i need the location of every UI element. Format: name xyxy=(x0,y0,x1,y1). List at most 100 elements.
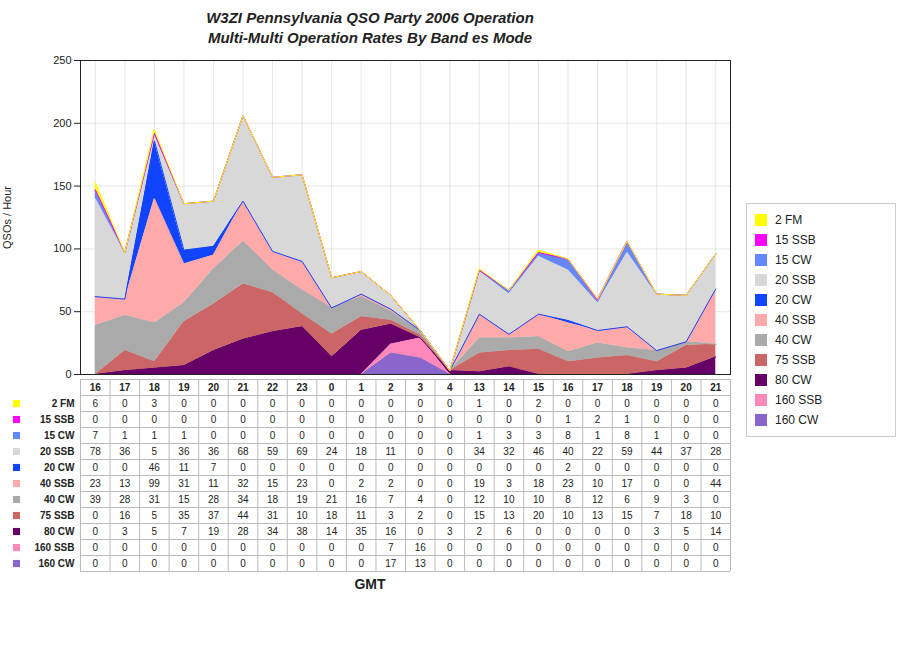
svg-text:23: 23 xyxy=(297,382,309,393)
svg-text:0: 0 xyxy=(270,462,276,473)
svg-text:1: 1 xyxy=(358,382,364,393)
svg-text:17: 17 xyxy=(119,382,131,393)
svg-text:14: 14 xyxy=(710,526,722,537)
svg-text:18: 18 xyxy=(326,510,338,521)
svg-text:0: 0 xyxy=(477,558,483,569)
svg-text:0: 0 xyxy=(240,542,246,553)
svg-text:3: 3 xyxy=(388,510,394,521)
svg-text:39: 39 xyxy=(90,494,102,505)
svg-text:18: 18 xyxy=(356,446,368,457)
svg-text:100: 100 xyxy=(53,242,71,254)
svg-text:23: 23 xyxy=(90,478,102,489)
svg-text:18: 18 xyxy=(681,510,693,521)
svg-text:0: 0 xyxy=(299,462,305,473)
svg-text:0: 0 xyxy=(683,430,689,441)
svg-text:0: 0 xyxy=(270,430,276,441)
svg-text:0: 0 xyxy=(417,462,423,473)
svg-text:16: 16 xyxy=(90,382,102,393)
svg-text:0: 0 xyxy=(683,414,689,425)
svg-text:6: 6 xyxy=(506,526,512,537)
svg-text:23: 23 xyxy=(297,478,309,489)
svg-text:0: 0 xyxy=(536,414,542,425)
svg-text:0: 0 xyxy=(181,414,187,425)
svg-text:22: 22 xyxy=(592,446,604,457)
svg-text:0: 0 xyxy=(211,430,217,441)
svg-text:1: 1 xyxy=(181,430,187,441)
svg-text:200: 200 xyxy=(53,117,71,129)
svg-text:0: 0 xyxy=(329,558,335,569)
svg-text:0: 0 xyxy=(595,542,601,553)
svg-text:0: 0 xyxy=(211,542,217,553)
svg-text:24: 24 xyxy=(326,446,338,457)
svg-text:19: 19 xyxy=(474,478,486,489)
svg-text:0: 0 xyxy=(417,526,423,537)
svg-text:13: 13 xyxy=(415,558,427,569)
svg-text:0: 0 xyxy=(122,398,128,409)
svg-text:6: 6 xyxy=(92,398,98,409)
svg-text:10: 10 xyxy=(592,478,604,489)
svg-text:10: 10 xyxy=(710,510,722,521)
svg-text:0: 0 xyxy=(358,414,364,425)
svg-text:37: 37 xyxy=(208,510,220,521)
svg-text:13: 13 xyxy=(474,382,486,393)
svg-text:0: 0 xyxy=(654,462,660,473)
svg-text:0: 0 xyxy=(506,398,512,409)
svg-text:44: 44 xyxy=(710,478,722,489)
svg-text:10: 10 xyxy=(503,494,515,505)
svg-text:18: 18 xyxy=(622,382,634,393)
svg-text:32: 32 xyxy=(503,446,515,457)
svg-text:0: 0 xyxy=(447,462,453,473)
svg-text:160 CW: 160 CW xyxy=(38,558,75,569)
svg-text:2: 2 xyxy=(358,478,364,489)
svg-text:20: 20 xyxy=(681,382,693,393)
svg-text:0: 0 xyxy=(447,542,453,553)
svg-text:19: 19 xyxy=(208,526,220,537)
svg-text:2 FM: 2 FM xyxy=(52,398,75,409)
svg-text:14: 14 xyxy=(326,526,338,537)
svg-text:31: 31 xyxy=(267,510,279,521)
svg-text:35: 35 xyxy=(178,510,190,521)
svg-text:0: 0 xyxy=(624,462,630,473)
svg-text:0: 0 xyxy=(477,414,483,425)
svg-text:7: 7 xyxy=(388,542,394,553)
svg-text:3: 3 xyxy=(152,398,158,409)
svg-text:3: 3 xyxy=(417,382,423,393)
svg-text:0: 0 xyxy=(152,542,158,553)
svg-text:0: 0 xyxy=(536,526,542,537)
svg-text:75 SSB: 75 SSB xyxy=(40,510,74,521)
svg-text:20 SSB: 20 SSB xyxy=(40,446,74,457)
svg-text:160 SSB: 160 SSB xyxy=(34,542,74,553)
svg-text:0: 0 xyxy=(240,414,246,425)
svg-text:5: 5 xyxy=(152,446,158,457)
svg-text:0: 0 xyxy=(506,542,512,553)
svg-text:0: 0 xyxy=(181,558,187,569)
svg-text:1: 1 xyxy=(122,430,128,441)
svg-text:3: 3 xyxy=(506,430,512,441)
svg-text:0: 0 xyxy=(624,542,630,553)
svg-text:20 CW: 20 CW xyxy=(44,462,75,473)
svg-text:0: 0 xyxy=(713,414,719,425)
svg-text:0: 0 xyxy=(92,414,98,425)
svg-text:0: 0 xyxy=(270,414,276,425)
svg-text:0: 0 xyxy=(624,526,630,537)
svg-text:2: 2 xyxy=(595,414,601,425)
svg-text:78: 78 xyxy=(90,446,102,457)
svg-text:0: 0 xyxy=(240,462,246,473)
svg-text:0: 0 xyxy=(358,462,364,473)
svg-text:17: 17 xyxy=(622,478,634,489)
svg-text:0: 0 xyxy=(654,414,660,425)
svg-text:0: 0 xyxy=(713,462,719,473)
svg-text:0: 0 xyxy=(477,462,483,473)
svg-text:0: 0 xyxy=(713,398,719,409)
svg-text:2: 2 xyxy=(388,478,394,489)
svg-text:28: 28 xyxy=(119,494,131,505)
svg-text:0: 0 xyxy=(447,558,453,569)
svg-text:7: 7 xyxy=(211,462,217,473)
svg-text:0: 0 xyxy=(683,398,689,409)
svg-text:68: 68 xyxy=(237,446,249,457)
svg-text:11: 11 xyxy=(356,510,367,521)
svg-text:0: 0 xyxy=(654,542,660,553)
svg-text:15: 15 xyxy=(267,478,279,489)
svg-text:15: 15 xyxy=(622,510,634,521)
svg-text:0: 0 xyxy=(181,398,187,409)
